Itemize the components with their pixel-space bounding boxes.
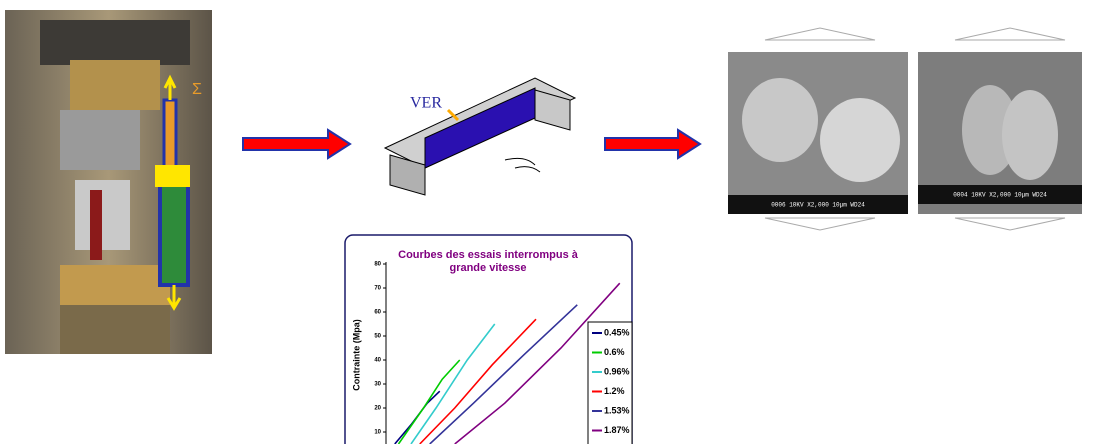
- y-tick-label: 80: [374, 262, 381, 268]
- legend-label: 0.45%: [604, 327, 630, 337]
- y-tick-label: 70: [374, 286, 381, 292]
- arrow: [243, 130, 350, 158]
- micrograph: 0006 10KV X2,000 10μm WD24: [728, 28, 908, 230]
- y-tick-label: 40: [374, 358, 381, 364]
- legend-label: 1.53%: [604, 405, 630, 415]
- micrograph: 0004 10KV X2,000 10μm WD24: [918, 28, 1082, 230]
- micrograph-caption: 0004 10KV X2,000 10μm WD24: [953, 192, 1047, 199]
- legend-label: 0.6%: [604, 347, 625, 357]
- machine-photo: Σ: [5, 10, 212, 354]
- legend-label: 0.96%: [604, 366, 630, 376]
- legend-label: 1.2%: [604, 386, 625, 396]
- arrow: [605, 130, 700, 158]
- legend-label: 1.87%: [604, 425, 630, 435]
- chart-title-line: grande vitesse: [449, 262, 526, 274]
- y-axis-label: Contrainte (Mpa): [351, 319, 361, 391]
- y-tick-label: 50: [374, 334, 381, 340]
- y-tick-label: 30: [374, 382, 381, 388]
- ver-label: VER: [410, 95, 442, 112]
- y-tick-label: 20: [374, 406, 381, 412]
- specimen: VER: [385, 78, 575, 195]
- micrograph-caption: 0006 10KV X2,000 10μm WD24: [771, 202, 865, 209]
- y-tick-label: 60: [374, 310, 381, 316]
- chart-title-line: Courbes des essais interrompus à: [398, 249, 579, 261]
- sigma-symbol: Σ: [192, 81, 202, 98]
- y-tick-label: 10: [374, 430, 381, 436]
- figure: Σ VER 0006 10KV X2,000 10μm WD24 0004 10…: [0, 0, 1094, 444]
